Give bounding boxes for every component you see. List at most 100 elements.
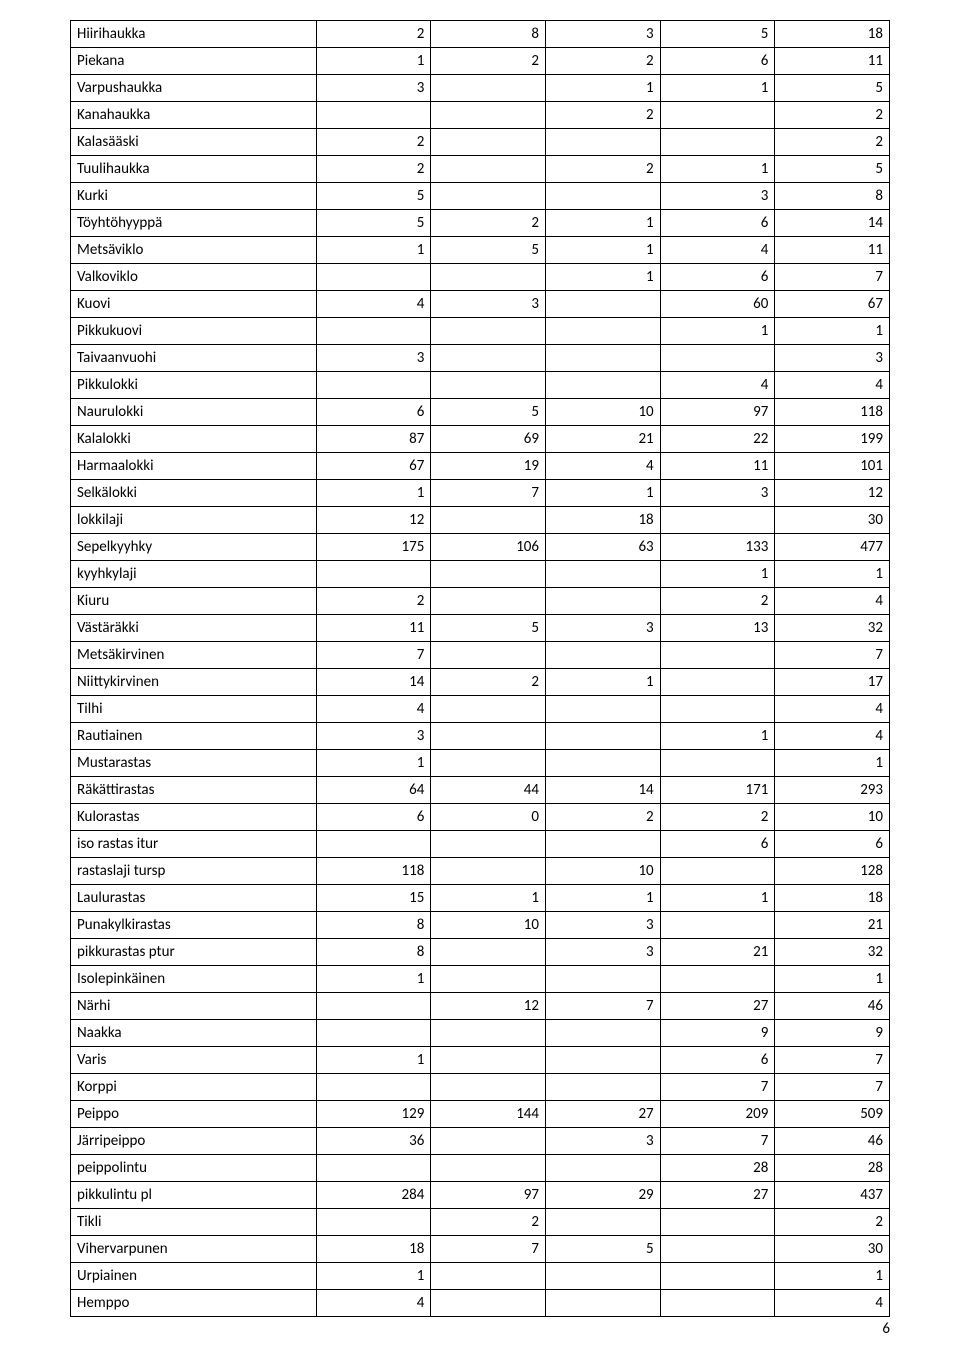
row-value <box>660 1290 775 1317</box>
row-value: 60 <box>660 291 775 318</box>
row-value <box>546 1047 661 1074</box>
row-value <box>660 102 775 129</box>
row-value <box>431 939 546 966</box>
row-value: 171 <box>660 777 775 804</box>
table-row: Räkättirastas644414171293 <box>71 777 890 804</box>
row-value: 14 <box>775 210 890 237</box>
row-value <box>431 264 546 291</box>
table-row: kyyhkylaji 11 <box>71 561 890 588</box>
table-row: Piekana122611 <box>71 48 890 75</box>
row-value: 1 <box>775 1263 890 1290</box>
row-value: 19 <box>431 453 546 480</box>
row-value: 12 <box>431 993 546 1020</box>
row-label: Naurulokki <box>71 399 317 426</box>
row-label: Pikkukuovi <box>71 318 317 345</box>
table-row: Kalasääski22 <box>71 129 890 156</box>
row-value <box>660 858 775 885</box>
row-label: Kiuru <box>71 588 317 615</box>
row-value <box>431 507 546 534</box>
row-value <box>546 1074 661 1101</box>
row-value <box>316 1020 431 1047</box>
row-label: Pikkulokki <box>71 372 317 399</box>
table-row: Laulurastas1511118 <box>71 885 890 912</box>
row-label: Kurki <box>71 183 317 210</box>
row-value <box>660 1209 775 1236</box>
row-label: Varis <box>71 1047 317 1074</box>
table-row: Pikkukuovi11 <box>71 318 890 345</box>
row-value <box>316 831 431 858</box>
table-row: Mustarastas11 <box>71 750 890 777</box>
row-value: 8 <box>775 183 890 210</box>
row-value: 1 <box>546 210 661 237</box>
table-row: Peippo12914427209509 <box>71 1101 890 1128</box>
row-value: 5 <box>660 21 775 48</box>
row-value: 1 <box>546 264 661 291</box>
row-value: 32 <box>775 939 890 966</box>
row-value: 1 <box>316 1047 431 1074</box>
row-value: 6 <box>660 264 775 291</box>
row-value: 9 <box>775 1020 890 1047</box>
row-value: 87 <box>316 426 431 453</box>
row-value: 8 <box>316 912 431 939</box>
row-value: 2 <box>431 210 546 237</box>
row-value: 3 <box>546 1128 661 1155</box>
table-row: Niittykirvinen142117 <box>71 669 890 696</box>
row-value: 4 <box>316 696 431 723</box>
row-value: 67 <box>775 291 890 318</box>
row-value: 1 <box>660 561 775 588</box>
row-value <box>431 1155 546 1182</box>
row-value <box>546 129 661 156</box>
row-label: kyyhkylaji <box>71 561 317 588</box>
row-value <box>546 723 661 750</box>
table-row: Taivaanvuohi33 <box>71 345 890 372</box>
row-value: 477 <box>775 534 890 561</box>
row-value: 3 <box>546 21 661 48</box>
row-label: iso rastas itur <box>71 831 317 858</box>
row-value <box>431 1263 546 1290</box>
row-value: 11 <box>660 453 775 480</box>
row-value: 1 <box>546 885 661 912</box>
row-value: 1 <box>775 561 890 588</box>
row-value: 5 <box>546 1236 661 1263</box>
row-value: 18 <box>775 885 890 912</box>
row-value: 2 <box>316 21 431 48</box>
row-value: 437 <box>775 1182 890 1209</box>
row-value: 4 <box>660 372 775 399</box>
row-value: 509 <box>775 1101 890 1128</box>
row-value: 4 <box>316 1290 431 1317</box>
row-value: 6 <box>775 831 890 858</box>
table-row: iso rastas itur66 <box>71 831 890 858</box>
bird-count-table: Hiirihaukka283518Piekana122611Varpushauk… <box>70 20 890 1317</box>
table-row: Harmaalokki6719411101 <box>71 453 890 480</box>
row-value: 284 <box>316 1182 431 1209</box>
row-value: 4 <box>316 291 431 318</box>
row-value <box>660 507 775 534</box>
row-value: 1 <box>546 237 661 264</box>
row-label: Hiirihaukka <box>71 21 317 48</box>
row-value: 2 <box>546 48 661 75</box>
table-row: Järripeippo363746 <box>71 1128 890 1155</box>
row-value: 4 <box>546 453 661 480</box>
row-value <box>660 696 775 723</box>
row-value: 1 <box>316 48 431 75</box>
row-value <box>660 1236 775 1263</box>
row-value: 30 <box>775 507 890 534</box>
row-value: 15 <box>316 885 431 912</box>
row-value: 11 <box>775 48 890 75</box>
row-value <box>316 264 431 291</box>
row-value: 3 <box>546 615 661 642</box>
row-value: 18 <box>316 1236 431 1263</box>
table-row: Punakylkirastas810321 <box>71 912 890 939</box>
row-value <box>431 1128 546 1155</box>
row-value <box>546 831 661 858</box>
table-row: Metsäkirvinen77 <box>71 642 890 669</box>
row-value: 2 <box>775 1209 890 1236</box>
row-value: 118 <box>775 399 890 426</box>
table-row: Kurki538 <box>71 183 890 210</box>
row-value: 3 <box>316 345 431 372</box>
row-label: Västäräkki <box>71 615 317 642</box>
row-value: 32 <box>775 615 890 642</box>
row-value: 64 <box>316 777 431 804</box>
table-row: Rautiainen314 <box>71 723 890 750</box>
row-value: 27 <box>660 1182 775 1209</box>
